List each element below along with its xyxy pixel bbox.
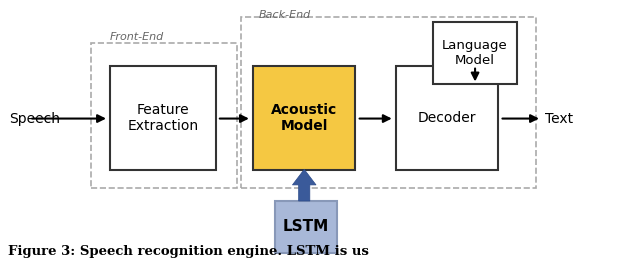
Bar xyxy=(241,17,535,188)
Text: Figure 3: Speech recognition engine. LSTM is us: Figure 3: Speech recognition engine. LST… xyxy=(7,245,369,258)
Text: Text: Text xyxy=(545,112,573,125)
Text: Acoustic
Model: Acoustic Model xyxy=(271,103,338,133)
Text: Decoder: Decoder xyxy=(418,111,476,125)
Text: LSTM: LSTM xyxy=(283,219,329,234)
Bar xyxy=(253,66,356,170)
Bar xyxy=(92,43,238,188)
Text: Speech: Speech xyxy=(9,112,60,125)
Text: Feature
Extraction: Feature Extraction xyxy=(127,103,198,133)
Bar xyxy=(396,66,499,170)
Bar xyxy=(433,22,517,84)
Text: Language
Model: Language Model xyxy=(442,39,508,67)
Bar xyxy=(275,201,337,253)
Polygon shape xyxy=(293,169,316,201)
Text: Front-End: Front-End xyxy=(110,31,164,42)
Bar xyxy=(110,66,216,170)
Text: Back-End: Back-End xyxy=(259,9,311,20)
